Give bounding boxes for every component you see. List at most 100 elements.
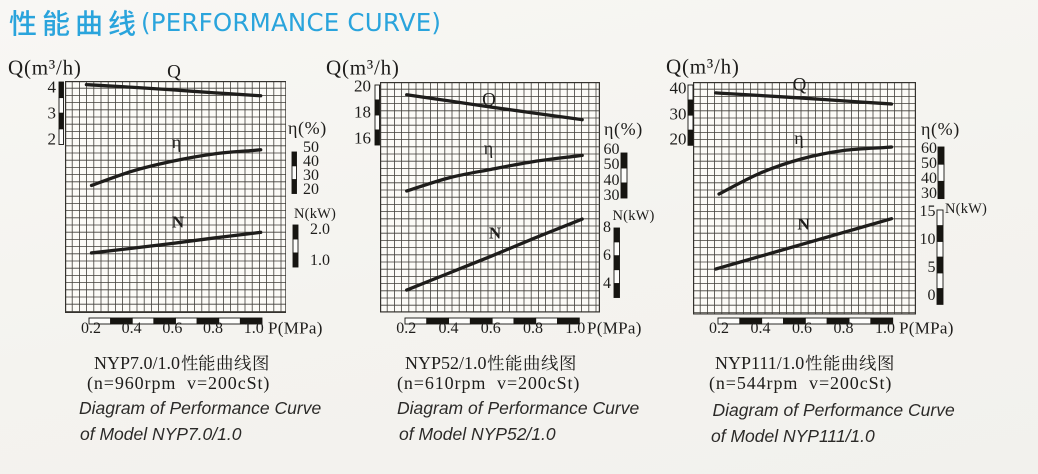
page-title-cn [9,9,141,39]
q-tick-label: 4 [47,77,57,96]
caption-model-cn: NYP111/1.0 [715,354,894,372]
q-tick-label: 20 [669,129,687,149]
p-tick-label: 0.2 [81,320,101,337]
cjk-glyph [108,9,136,37]
p-tick-label: 1.0 [243,320,264,337]
caption-en-line1: Diagram of Performance Curve [79,397,322,418]
cjk-glyph [859,354,876,371]
eta-axis-ruler [937,146,945,200]
n-axis-unit-label: N(kW) [612,207,655,224]
p-tick-label: 0.6 [480,319,501,337]
eta-tick-label: 40 [921,170,937,187]
cjk-glyph [877,354,894,371]
p-axis-unit-label: P(MPa) [587,318,642,337]
eta-tick-label: 40 [303,152,319,170]
p-axis-unit-label: P(MPa) [899,318,954,338]
q-tick-label: 16 [354,128,371,148]
caption-params: (n=544rpm v=200cSt) [709,373,893,393]
p-tick-label: 0.4 [438,319,459,337]
caption-en-line1: Diagram of Performance Curve [397,397,640,418]
cjk-glyph [559,354,576,371]
p-tick-label: 1.0 [565,319,586,337]
caption-en-line2: of Model NYP111/1.0 [711,425,875,446]
q-tick-label: 3 [47,103,57,122]
p-tick-label: 0.6 [792,319,812,337]
q-tick-label: 20 [354,76,371,96]
curve-eta [717,145,894,196]
p-tick-label: 0.8 [833,319,854,337]
n-tick-label: 0 [927,287,936,305]
p-tick-label: 1.0 [875,319,895,337]
cjk-glyph [487,354,504,371]
caption-en-line2: of Model NYP52/1.0 [399,423,556,444]
p-tick-label: 0.6 [162,320,183,337]
curve-n [713,217,894,271]
curve-eta [89,148,262,188]
cjk-glyph [9,9,37,37]
curve-n [404,217,584,292]
eta-axis-unit-label: η(%) [288,118,327,138]
n-tick-label: 4 [603,275,611,293]
cjk-glyph [181,354,198,371]
n-axis-ruler [292,224,299,267]
n-tick-label: 15 [919,202,936,220]
cjk-glyph [75,9,103,37]
cjk-glyph [198,354,215,371]
plot-area [379,82,600,313]
p-tick-label: 0.4 [121,320,142,337]
eta-tick-label: 60 [603,141,620,158]
p-tick-label: 0.8 [203,320,224,337]
eta-axis-unit-label: η(%) [921,119,960,139]
cjk-glyph [216,354,233,371]
eta-axis-ruler [620,152,627,198]
cjk-glyph [234,354,251,371]
plot-area [64,81,286,313]
curve-q [404,93,584,122]
x-axis-scale-bar [404,317,580,324]
q-tick-label: 2 [47,129,57,148]
curve-label-eta: η [171,132,182,152]
caption-model-cn: NYP7.0/1.0 [94,354,270,372]
page-title: (PERFORMANCE CURVE) [9,8,441,39]
page-title-en: (PERFORMANCE CURVE) [141,8,442,37]
n-tick-label: 6 [603,247,611,265]
cjk-glyph [823,354,840,371]
q-axis-ruler [687,84,693,146]
n-axis-unit-label: N(kW) [294,205,337,222]
caption-en-line2: of Model NYP7.0/1.0 [80,423,242,444]
eta-tick-label: 20 [303,181,319,199]
n-tick-label: 5 [927,259,936,277]
curve-label-n: N [797,214,810,234]
curve-label-q: Q [792,74,807,96]
n-tick-label: 8 [603,219,611,236]
curve-eta [404,153,584,193]
curve-q [84,82,262,98]
x-axis-scale-bar [717,317,894,325]
caption-model-cn: NYP52/1.0 [405,354,576,372]
p-tick-label: 0.2 [709,319,729,337]
n-axis-ruler [936,209,944,305]
p-tick-label: 0.2 [396,319,417,337]
cjk-glyph [505,354,522,371]
eta-tick-label: 60 [921,140,937,157]
p-tick-label: 0.4 [750,319,771,337]
q-axis-unit-label: Q(m³/h) [8,55,82,80]
cjk-glyph [42,9,70,37]
p-axis-unit-label: P(MPa) [268,318,323,338]
curve-label-n: N [171,212,185,231]
eta-tick-label: 40 [603,171,620,189]
eta-axis-ruler [291,151,297,194]
caption-params: (n=960rpm v=200cSt) [87,372,271,393]
cjk-glyph [523,354,540,371]
curve-q [713,91,894,106]
eta-tick-label: 30 [921,185,937,202]
q-tick-label: 40 [669,78,687,98]
curve-label-n: N [488,223,502,242]
curve-label-q: Q [482,89,496,111]
cjk-glyph [841,354,858,371]
eta-tick-label: 50 [603,156,620,174]
curve-label-eta: η [483,138,494,158]
q-axis-ruler [58,81,64,145]
n-axis-ruler [613,227,620,298]
n-axis-unit-label: N(kW) [945,200,988,217]
